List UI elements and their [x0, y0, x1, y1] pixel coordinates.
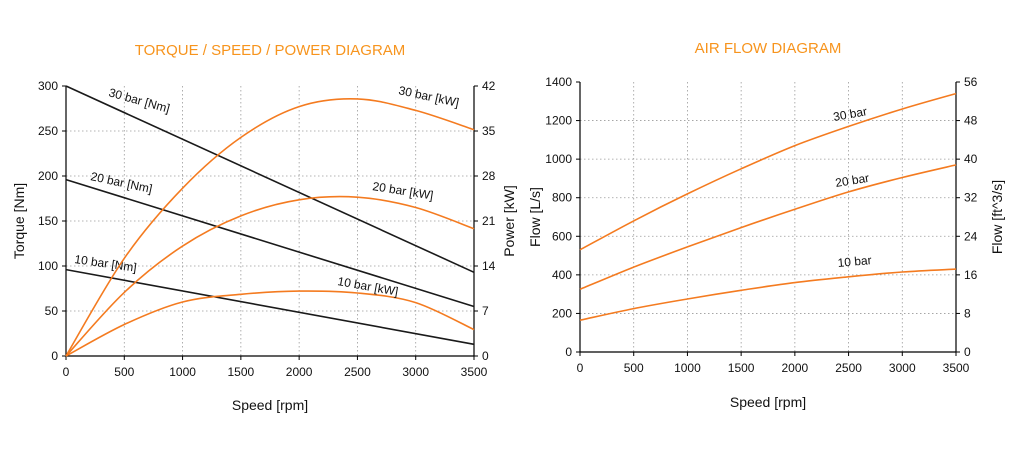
airflow-y-tick-label: 400 — [552, 268, 572, 282]
torque-x-tick-label: 500 — [114, 365, 134, 379]
airflow-series-line-10-bar — [579, 268, 957, 321]
airflow-y2-tick-label: 24 — [964, 229, 978, 243]
torque-y2-tick-label: 0 — [482, 349, 489, 363]
torque-y-tick-label: 0 — [51, 349, 58, 363]
torque-series-label: 30 bar [Nm] — [107, 85, 171, 115]
torque-x-tick-label: 3500 — [461, 365, 488, 379]
airflow-y-tick-label: 1000 — [545, 152, 572, 166]
torque-series-line-20-bar-nm — [65, 178, 475, 308]
torque-y-tick-label: 250 — [38, 124, 58, 138]
torque-series-line-20-bar-kw — [65, 195, 475, 357]
airflow-series-line-30-bar — [579, 92, 957, 251]
airflow-series-label: 20 bar — [834, 171, 870, 190]
airflow-y-axis-label: Flow [L/s] — [527, 187, 543, 247]
torque-series-line-30-bar-kw — [65, 97, 475, 357]
torque-y2-tick-label: 42 — [482, 79, 496, 93]
airflow-x-tick-label: 1000 — [674, 361, 701, 375]
torque-y2-tick-label: 21 — [482, 214, 496, 228]
torque-x-tick-label: 2500 — [344, 365, 371, 379]
airflow-series-label: 30 bar — [832, 104, 868, 124]
torque-series-label: 10 bar [Nm] — [74, 252, 138, 275]
torque-y-tick-label: 100 — [38, 259, 58, 273]
torque-chart-title: TORQUE / SPEED / POWER DIAGRAM — [134, 42, 406, 59]
airflow-y-tick-label: 1400 — [545, 75, 572, 89]
torque-y2-tick-label: 14 — [482, 259, 496, 273]
airflow-x-tick-label: 0 — [577, 361, 584, 375]
torque-y2-axis-label: Power [kW] — [501, 185, 517, 257]
airflow-y-tick-label: 600 — [552, 229, 572, 243]
torque-y2-tick-label: 28 — [482, 169, 496, 183]
torque-series-label: 10 bar [kW] — [336, 274, 399, 298]
airflow-y2-tick-label: 0 — [964, 345, 971, 359]
torque-series-line-10-bar-kw — [65, 290, 475, 357]
airflow-x-tick-label: 1500 — [728, 361, 755, 375]
torque-series-label: 20 bar [kW] — [372, 179, 435, 202]
torque-series-line-10-bar-nm — [65, 268, 475, 346]
torque-y2-tick-label: 35 — [482, 124, 496, 138]
airflow-y2-tick-label: 48 — [964, 114, 978, 128]
airflow-x-tick-label: 3500 — [943, 361, 970, 375]
torque-y-tick-label: 300 — [38, 79, 58, 93]
airflow-x-tick-label: 2500 — [835, 361, 862, 375]
torque-y2-tick-label: 7 — [482, 304, 489, 318]
torque-series-label: 20 bar [Nm] — [89, 169, 153, 196]
airflow-y-tick-label: 800 — [552, 191, 572, 205]
airflow-x-tick-label: 500 — [624, 361, 644, 375]
airflow-y-tick-label: 0 — [565, 345, 572, 359]
airflow-y2-tick-label: 16 — [964, 268, 978, 282]
airflow-x-tick-label: 3000 — [889, 361, 916, 375]
torque-x-tick-label: 0 — [63, 365, 70, 379]
torque-x-tick-label: 1500 — [228, 365, 255, 379]
airflow-y2-tick-label: 40 — [964, 152, 978, 166]
airflow-series-line-20-bar — [579, 164, 957, 291]
torque-series-label: 30 bar [kW] — [397, 83, 460, 109]
airflow-x-tick-label: 2000 — [782, 361, 809, 375]
airflow-chart-title: AIR FLOW DIAGRAM — [694, 40, 842, 57]
airflow-y-tick-label: 1200 — [545, 114, 572, 128]
airflow-y2-tick-label: 8 — [964, 306, 971, 320]
airflow-y2-tick-label: 32 — [964, 191, 978, 205]
torque-x-tick-label: 1000 — [169, 365, 196, 379]
torque-x-tick-label: 3000 — [402, 365, 429, 379]
airflow-series-label: 10 bar — [837, 253, 872, 270]
torque-x-tick-label: 2000 — [286, 365, 313, 379]
torque-series-line-30-bar-nm — [65, 85, 475, 274]
airflow-y2-axis-label: Flow [ft^3/s] — [989, 180, 1005, 254]
airflow-axes — [579, 82, 957, 353]
torque-y-tick-label: 50 — [45, 304, 59, 318]
airflow-y-tick-label: 200 — [552, 306, 572, 320]
torque-y-tick-label: 150 — [38, 214, 58, 228]
airflow-y2-tick-label: 56 — [964, 75, 978, 89]
torque-y-axis-label: Torque [Nm] — [11, 183, 27, 259]
airflow-x-axis-label: Speed [rpm] — [730, 394, 806, 410]
torque-y-tick-label: 200 — [38, 169, 58, 183]
torque-x-axis-label: Speed [rpm] — [232, 397, 308, 413]
